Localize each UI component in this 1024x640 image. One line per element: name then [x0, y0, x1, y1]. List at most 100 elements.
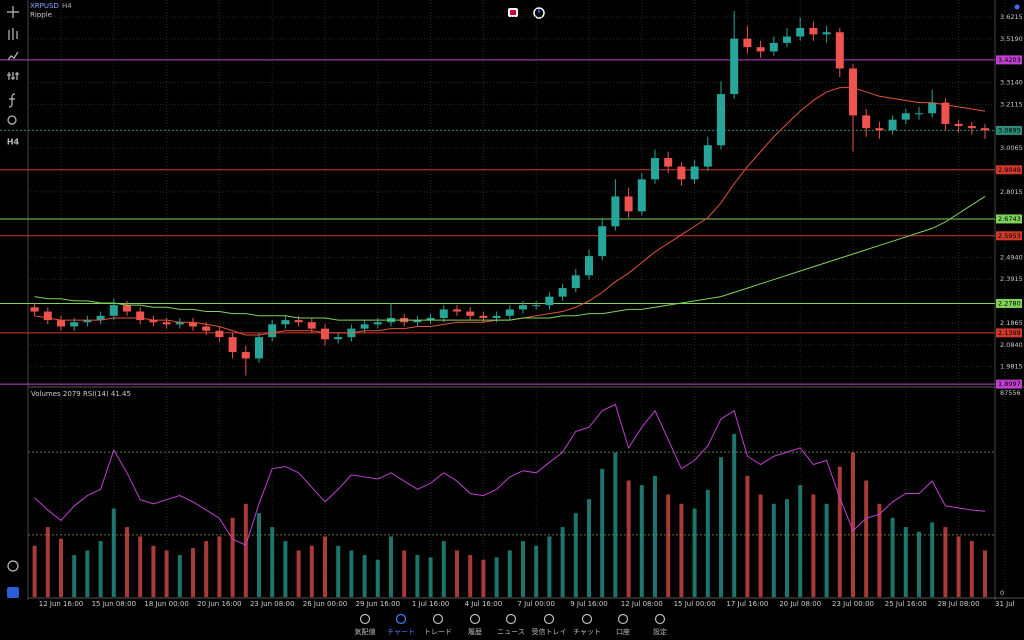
candle-body [637, 179, 646, 212]
x-tick-label: 18 Jun 00:00 [144, 600, 188, 608]
x-tick-label: 17 Jul 16:00 [726, 600, 768, 608]
volume-bar [521, 541, 525, 597]
volume-bar [349, 550, 354, 597]
candle-body [453, 309, 461, 312]
y-tick-label: 3.2115 [1000, 100, 1023, 108]
volume-bar [98, 541, 103, 597]
candle-body [783, 36, 791, 43]
x-tick-label: 1 Jul 16:00 [412, 600, 450, 608]
nav-label[interactable]: 設定 [653, 627, 667, 636]
objects-tool[interactable] [7, 115, 17, 125]
volume-bar [745, 475, 750, 597]
indicators-tool[interactable] [7, 51, 19, 61]
nav-label[interactable]: 気配値 [355, 627, 376, 636]
volume-bar [243, 503, 248, 597]
nav-label[interactable]: チャート [387, 628, 415, 636]
candle-body [809, 27, 818, 35]
price-level-label: 2.6743 [998, 215, 1021, 223]
nav-label[interactable]: ニュース [497, 628, 525, 636]
main-pane: 3.6215 3.5190 3.3140 3.2115 3.0065 2.8015 2.49… [0, 0, 1023, 608]
volume-bar [309, 545, 314, 597]
price-level-label: 2.2780 [998, 299, 1021, 307]
nav-icon[interactable] [581, 613, 593, 625]
price-level-tag [996, 55, 1022, 65]
volume-bar [653, 475, 657, 597]
nav-label[interactable]: 履歴 [468, 628, 482, 636]
clock-icon[interactable] [533, 7, 545, 19]
candle-body [611, 196, 620, 227]
candle-body [822, 32, 831, 35]
nav-label[interactable]: 受信トレイ [532, 627, 567, 636]
volume-bar [177, 555, 182, 597]
candle-body [136, 311, 145, 321]
volume-bar [455, 550, 459, 597]
nav-icon[interactable] [654, 613, 666, 625]
candle-body [202, 326, 211, 331]
candle-body [941, 102, 950, 124]
volume-bar [468, 555, 473, 597]
nav-icon[interactable] [543, 613, 555, 625]
candle-body [967, 126, 976, 129]
settings-tool[interactable] [7, 72, 19, 80]
nav-icon[interactable] [432, 613, 444, 625]
volume-bar [72, 555, 77, 597]
function-tool[interactable] [8, 93, 16, 108]
x-tick-label: 29 Jun 16:00 [356, 600, 400, 608]
candle-body [43, 311, 52, 321]
nav-label[interactable]: トレード [424, 628, 452, 636]
x-tick-label: 9 Jul 16:00 [570, 600, 608, 608]
toolbar [7, 6, 19, 125]
candle-body [519, 305, 527, 310]
candle-body [373, 322, 382, 325]
candle-body [756, 47, 765, 52]
candle-body [57, 320, 65, 327]
y-tick-label: 3.5190 [1000, 35, 1023, 43]
candle-body [677, 166, 686, 180]
nav-icon[interactable] [505, 613, 517, 625]
x-tick-label: 12 Jul 08:00 [621, 600, 663, 608]
nav-label[interactable]: 口座 [616, 627, 630, 636]
volume-bar [877, 503, 882, 597]
nav-icon[interactable] [359, 613, 371, 625]
nav-icon[interactable] [395, 613, 407, 625]
volume-bar [111, 508, 116, 597]
volume-bar [191, 548, 195, 597]
nav-label[interactable]: チャット [573, 628, 601, 636]
candle-body [466, 311, 475, 316]
candle-body [888, 119, 897, 131]
candle-body [730, 38, 739, 95]
candle-body [558, 288, 567, 297]
volume-bar [983, 550, 987, 597]
candle-body [175, 322, 184, 325]
volume-bar [296, 550, 301, 597]
candle-body [598, 226, 607, 257]
candle-body [585, 256, 593, 276]
candle-body [928, 102, 937, 114]
volume-bar [507, 550, 512, 597]
indicator-title: Volumes 2079 RSI(14) 41.45 [31, 390, 131, 398]
x-tick-label: 15 Jun 08:00 [92, 600, 136, 608]
crosshair-tool[interactable] [7, 6, 19, 18]
history-tool[interactable] [7, 560, 19, 572]
candle-body [281, 320, 290, 325]
account-tool[interactable] [7, 587, 19, 598]
candle-body [439, 309, 448, 318]
timeframe-button[interactable]: H4 [7, 138, 20, 147]
volume-bar [851, 452, 855, 597]
rsi-line [34, 403, 986, 546]
x-tick-label: 23 Jun 08:00 [250, 600, 294, 608]
volume-bar [336, 545, 341, 597]
nav-icon[interactable] [469, 613, 481, 625]
x-tick-label: 28 Jul 08:00 [938, 600, 980, 608]
volume-bar [560, 527, 565, 597]
volume-bar [917, 531, 921, 597]
price-level-tag [996, 214, 1022, 224]
volume-bar [969, 541, 974, 597]
x-tick-label: 23 Jul 00:00 [832, 600, 874, 608]
nav-icon[interactable] [617, 613, 629, 625]
bottom-nav: 気配値 チャート トレード 履歴 ニュース 受信トレイ チャット 口座 設定 [355, 613, 667, 636]
volume-bar [613, 452, 618, 597]
symbol[interactable]: XRPUSD [30, 2, 59, 10]
candles-tool[interactable] [8, 28, 18, 40]
volume-tick-label: 0 [1000, 589, 1004, 597]
